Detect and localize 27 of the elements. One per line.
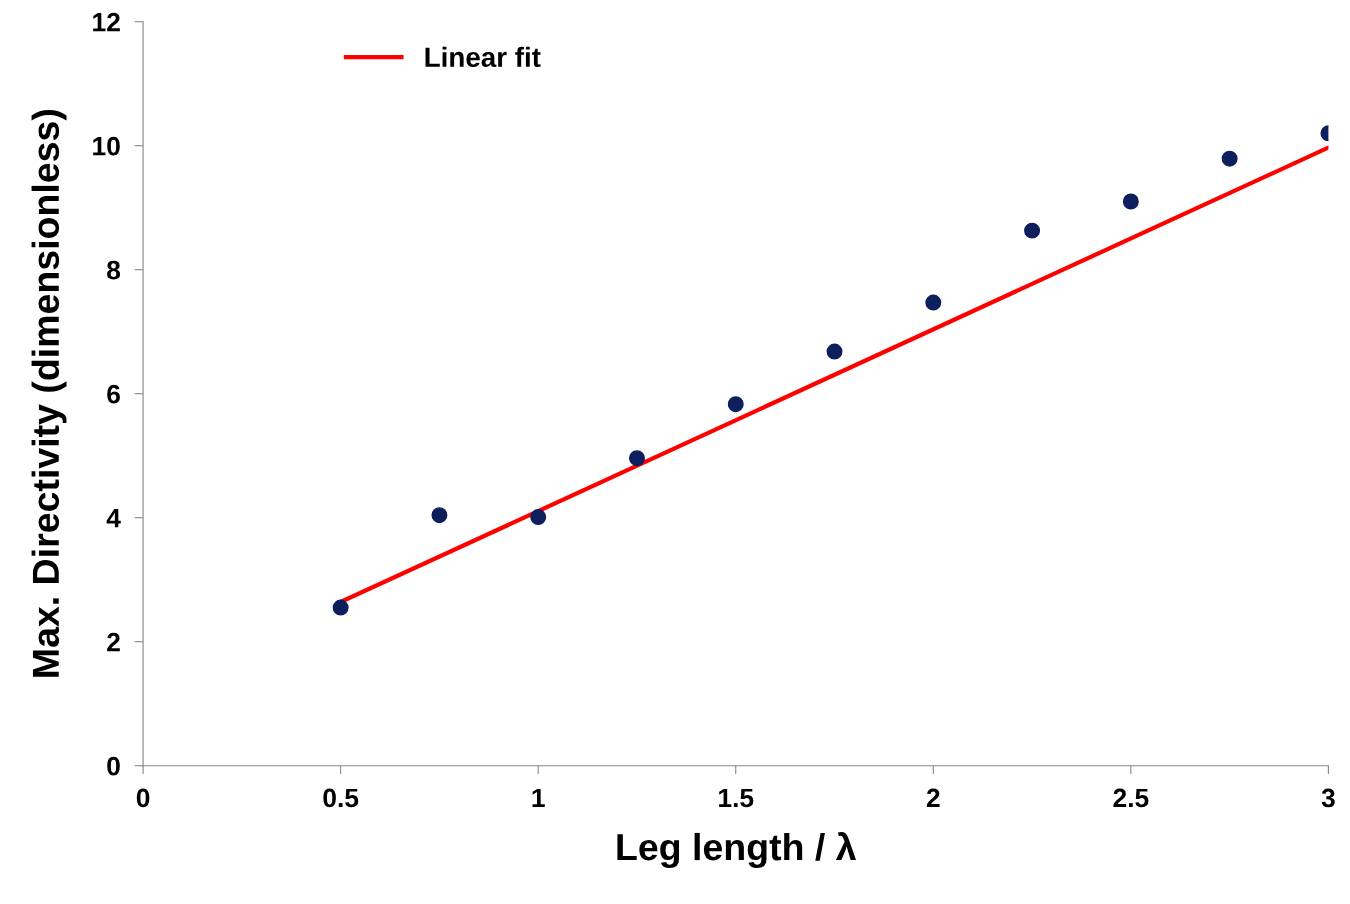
y-tick-label: 12 xyxy=(93,12,120,32)
x-tick-label: 2.5 xyxy=(1113,788,1149,808)
x-tick-label: 3 xyxy=(1321,788,1335,808)
point xyxy=(727,396,744,413)
point xyxy=(431,507,448,524)
x-tick-label: 1.5 xyxy=(719,788,754,808)
y-tick-label: 6 xyxy=(107,384,120,404)
point xyxy=(628,450,645,467)
legend-label: Linear fit xyxy=(425,46,541,68)
y-axis-title: Max. Directivity (dimensionless) xyxy=(31,110,67,677)
y-tick-label: 2 xyxy=(107,632,120,652)
y-tick-label: 4 xyxy=(106,509,121,528)
y-tick-label: 0 xyxy=(107,756,120,776)
x-tick-label: 0 xyxy=(136,788,150,808)
point xyxy=(332,599,349,616)
point xyxy=(826,343,843,360)
point xyxy=(925,294,942,311)
x-tick-label: 1 xyxy=(532,788,545,808)
point xyxy=(1122,193,1139,210)
x-tick-label: 0.5 xyxy=(323,788,359,808)
x-axis-title: Leg length / λ xyxy=(617,831,857,869)
x-tick-label: 2 xyxy=(926,788,940,808)
y-tick-label: 10 xyxy=(93,136,120,156)
point xyxy=(1221,150,1238,167)
point xyxy=(1024,222,1041,239)
point xyxy=(530,509,547,526)
y-tick-label: 8 xyxy=(107,260,121,280)
